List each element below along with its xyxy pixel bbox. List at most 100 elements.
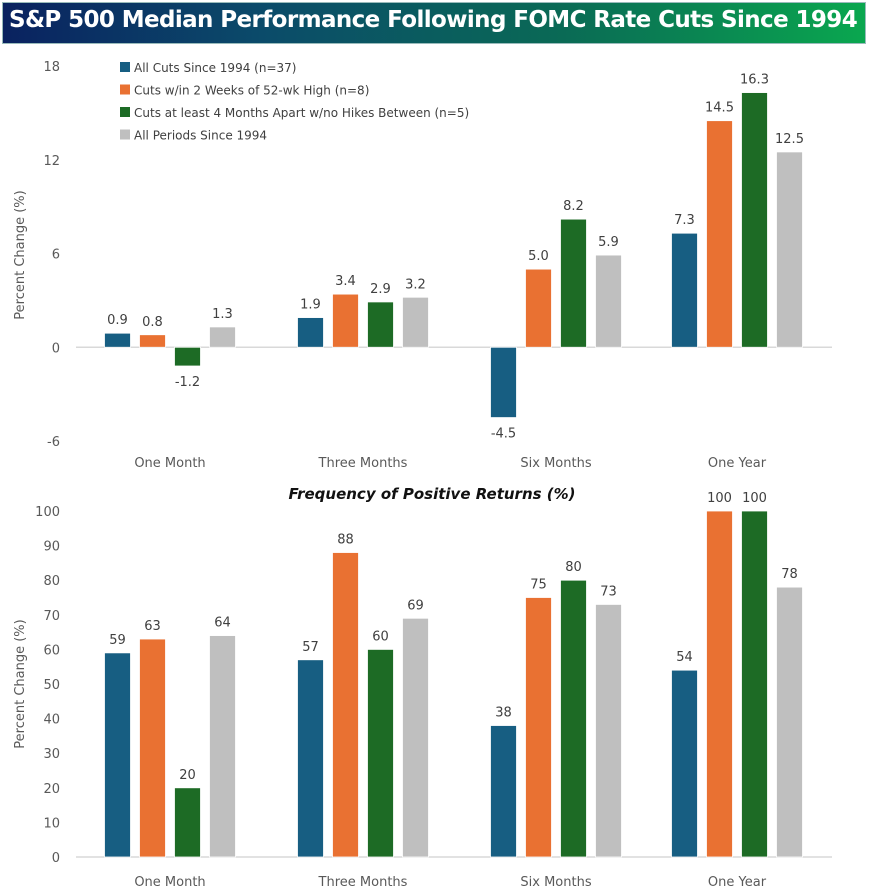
data-label: 78 xyxy=(781,567,798,582)
bar xyxy=(174,346,201,367)
subtitle: Frequency of Positive Returns (%) xyxy=(288,485,575,503)
chart-title: S&P 500 Median Performance Following FOM… xyxy=(9,7,870,33)
data-label: 63 xyxy=(144,619,161,634)
bar xyxy=(671,232,698,348)
y-tick-label: 10 xyxy=(43,816,60,831)
data-label: 0.8 xyxy=(142,315,163,330)
x-category-label: One Month xyxy=(134,456,205,471)
bar xyxy=(741,510,768,858)
y-tick-label: 80 xyxy=(43,574,60,589)
bar xyxy=(595,604,622,858)
bar xyxy=(297,317,324,348)
y-tick-label: 50 xyxy=(43,678,60,693)
bar xyxy=(174,787,201,858)
legend-item-label: All Periods Since 1994 xyxy=(134,129,267,143)
y-axis-title: Percent Change (%) xyxy=(13,190,28,319)
data-label: 57 xyxy=(302,640,319,655)
legend-swatch xyxy=(120,129,130,140)
data-label: 5.0 xyxy=(528,249,549,264)
bar xyxy=(332,552,359,858)
bar xyxy=(776,586,803,858)
y-tick-label: 6 xyxy=(52,248,60,263)
legend-item-label: Cuts w/in 2 Weeks of 52-wk High (n=8) xyxy=(134,84,369,98)
data-label: 38 xyxy=(495,706,512,721)
bar xyxy=(104,332,131,348)
y-tick-label: 30 xyxy=(43,747,60,762)
data-label: 64 xyxy=(214,616,231,631)
bar xyxy=(560,218,587,348)
data-label: -1.2 xyxy=(175,375,200,390)
y-tick-label: -6 xyxy=(47,435,60,450)
x-category-label: One Year xyxy=(708,875,767,890)
data-label: 3.4 xyxy=(335,274,356,289)
data-label: 100 xyxy=(742,491,767,506)
top-chart-performance: -6 0 6 12 18 Percent Change (%) 0.9 1.9 -4.5 7.3 0… xyxy=(13,60,832,471)
bar xyxy=(595,254,622,348)
bar xyxy=(209,635,236,858)
y-tick-label: 70 xyxy=(43,609,60,624)
data-label: 8.2 xyxy=(563,199,584,214)
x-category-label: Three Months xyxy=(318,456,408,471)
y-axis-title: Percent Change (%) xyxy=(13,619,28,748)
data-label: 5.9 xyxy=(598,235,619,250)
bar xyxy=(706,120,733,348)
data-label: 69 xyxy=(407,598,424,613)
x-category-label: Six Months xyxy=(520,456,591,471)
y-tick-label: 40 xyxy=(43,713,60,728)
y-tick-label: 60 xyxy=(43,643,60,658)
bar xyxy=(332,293,359,348)
y-tick-label: 12 xyxy=(43,154,60,169)
legend-swatch xyxy=(120,62,130,72)
bar xyxy=(671,669,698,858)
bar xyxy=(490,346,517,418)
title-banner: S&P 500 Median Performance Following FOM… xyxy=(2,2,870,44)
x-category-label: Six Months xyxy=(520,875,591,890)
bottom-chart-frequency: 0 10 20 30 40 50 60 70 80 90 100 Percent Change (%)… xyxy=(13,485,832,890)
data-label: 60 xyxy=(372,629,389,644)
bar xyxy=(104,652,131,858)
bar xyxy=(525,268,552,348)
y-tick-label: 90 xyxy=(43,540,60,555)
data-label: 14.5 xyxy=(705,101,734,116)
bar xyxy=(741,92,768,348)
data-label: 88 xyxy=(337,533,354,548)
data-label: 80 xyxy=(565,560,582,575)
data-label: 54 xyxy=(676,650,693,665)
data-label: 73 xyxy=(600,584,617,599)
y-tick-label: 20 xyxy=(43,782,60,797)
data-label: 16.3 xyxy=(740,73,769,88)
y-tick-label: 100 xyxy=(35,505,60,520)
bar xyxy=(402,296,429,348)
bar xyxy=(706,510,733,858)
legend-item-label: Cuts at least 4 Months Apart w/no Hikes … xyxy=(134,106,469,120)
data-label: 3.2 xyxy=(405,277,426,292)
bar xyxy=(209,326,236,348)
legend-swatch xyxy=(120,107,130,117)
bar xyxy=(402,617,429,858)
data-label: 7.3 xyxy=(674,213,695,228)
bar xyxy=(490,725,517,858)
bar xyxy=(139,638,166,858)
data-label: 2.9 xyxy=(370,282,391,297)
legend-swatch xyxy=(120,84,130,95)
data-label: 100 xyxy=(707,491,732,506)
bar xyxy=(560,579,587,858)
legend-item-label: All Cuts Since 1994 (n=37) xyxy=(134,61,296,75)
data-label: 59 xyxy=(109,633,126,648)
data-label: 12.5 xyxy=(775,132,804,147)
data-label: 75 xyxy=(530,578,547,593)
bar xyxy=(367,301,394,348)
data-label: 0.9 xyxy=(107,313,128,328)
bar xyxy=(525,597,552,858)
y-tick-label: 18 xyxy=(43,60,60,75)
bar xyxy=(776,151,803,348)
x-category-label: One Year xyxy=(708,456,767,471)
x-category-label: Three Months xyxy=(318,875,408,890)
x-category-label: One Month xyxy=(134,875,205,890)
bar xyxy=(367,649,394,858)
data-label: 1.9 xyxy=(300,298,321,313)
data-label: -4.5 xyxy=(491,427,516,442)
legend: All Cuts Since 1994 (n=37) Cuts w/in 2 We… xyxy=(120,61,469,143)
bar xyxy=(297,659,324,858)
